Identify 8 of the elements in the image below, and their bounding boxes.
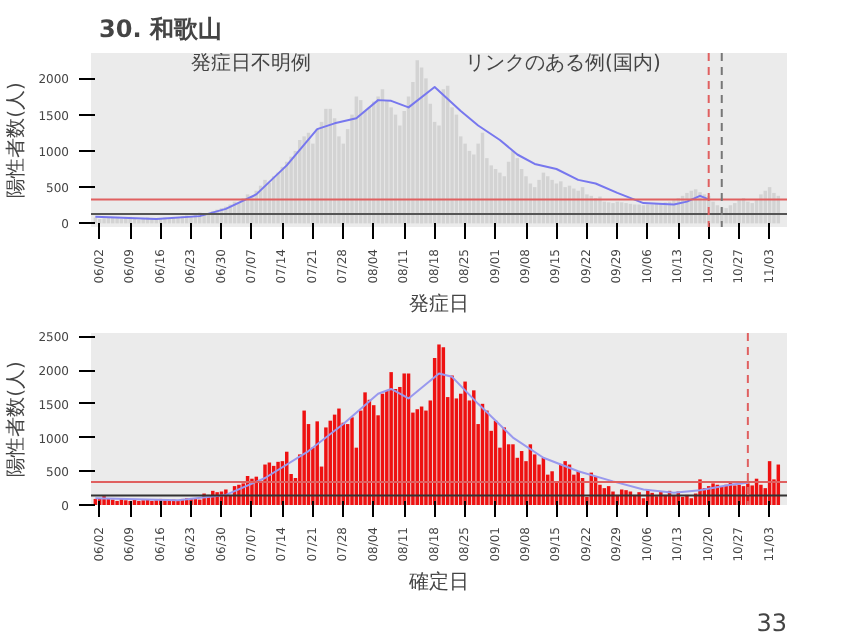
annotation: 発症日不明例 bbox=[191, 51, 312, 75]
x-axis-title: 確定日 bbox=[407, 569, 469, 594]
text: 33 bbox=[756, 609, 788, 637]
y-axis-title: 陽性者数(人) bbox=[4, 361, 29, 477]
chart-title: 30. 和歌山 bbox=[99, 15, 222, 43]
x-axis-title: 発症日 bbox=[409, 291, 469, 316]
y-axis-title: 陽性者数(人) bbox=[4, 82, 29, 198]
annotation: リンクのある例(国内) bbox=[465, 51, 661, 75]
